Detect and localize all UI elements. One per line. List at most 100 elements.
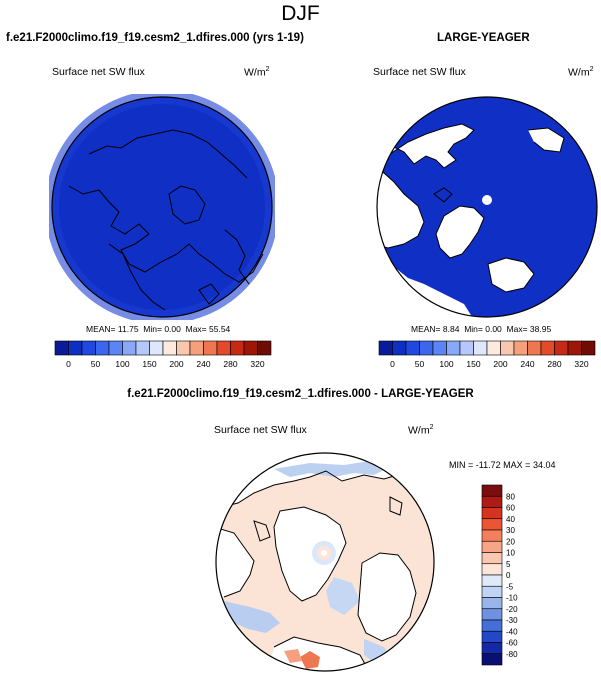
panel1-coastlines xyxy=(68,129,264,311)
colorbar-tick-label: 0 xyxy=(66,359,71,369)
colorbar-tick-label: 200 xyxy=(493,359,507,369)
panel2-land-canada xyxy=(488,258,534,292)
panel3-units: W/m2 xyxy=(408,424,434,437)
colorbar-swatch xyxy=(481,518,503,531)
colorbar-swatch xyxy=(149,340,164,356)
colorbar-swatch xyxy=(481,507,503,520)
colorbar-tick-label: -30 xyxy=(506,616,518,625)
colorbar-swatch xyxy=(481,563,503,576)
colorbar-swatch xyxy=(513,340,528,356)
panel3-land-greenland xyxy=(274,507,346,601)
panel3-map-border xyxy=(215,452,435,672)
panel2-variable: Surface net SW flux xyxy=(373,66,466,78)
colorbar-swatch xyxy=(481,529,503,542)
colorbar-swatch xyxy=(500,340,515,356)
colorbar-swatch xyxy=(481,642,503,655)
colorbar-swatch xyxy=(481,653,503,666)
colorbar-tick-label: -60 xyxy=(506,639,518,648)
colorbar-swatch xyxy=(378,340,393,356)
colorbar-tick-label: 100 xyxy=(115,359,129,369)
colorbar-swatch xyxy=(81,340,96,356)
panel3-colorbar: 80 60 40 30 20 10 5 0 -5 -10 -20 -30 -40 -60 -80 xyxy=(481,484,518,666)
colorbar-tick-label: 100 xyxy=(439,359,453,369)
colorbar-tick-label: -5 xyxy=(506,582,514,591)
colorbar-tick-label: -80 xyxy=(506,650,518,659)
colorbar-swatch xyxy=(486,340,501,356)
colorbar-swatch xyxy=(481,484,503,497)
panel1-variable: Surface net SW flux xyxy=(52,66,145,78)
colorbar-swatch xyxy=(216,340,231,356)
colorbar-swatch xyxy=(481,552,503,565)
season-title: DJF xyxy=(281,2,320,25)
colorbar-swatch xyxy=(432,340,447,356)
panel1-stats: MEAN= 11.75 Min= 0.00 Max= 55.54 xyxy=(86,324,231,334)
colorbar-swatch xyxy=(135,340,150,356)
colorbar-swatch xyxy=(446,340,461,356)
colorbar-swatch xyxy=(189,340,204,356)
panel2-coastlines xyxy=(377,123,565,293)
panel3-blue-atlantic xyxy=(224,601,280,633)
panel3-land-west xyxy=(216,527,254,597)
colorbar-swatch xyxy=(54,340,69,356)
colorbar-swatch xyxy=(459,340,474,356)
panel2-map xyxy=(376,96,598,318)
colorbar-tick-label: 50 xyxy=(91,359,101,369)
colorbar-swatch xyxy=(419,340,434,356)
panel1-colorbar: 0 50 100 150 200 240 280 320 xyxy=(54,340,272,369)
colorbar-tick-label: 0 xyxy=(506,571,511,580)
colorbar-swatch xyxy=(68,340,83,356)
colorbar-swatch xyxy=(162,340,177,356)
colorbar-swatch xyxy=(481,608,503,621)
colorbar-tick-label: -40 xyxy=(506,627,518,636)
colorbar-swatch xyxy=(95,340,110,356)
colorbar-tick-label: 50 xyxy=(415,359,425,369)
colorbar-swatch xyxy=(108,340,123,356)
panel1-title: f.e21.F2000climo.f19_f19.cesm2_1.dfires.… xyxy=(6,32,304,44)
colorbar-tick-label: 150 xyxy=(142,359,156,369)
colorbar-swatch xyxy=(481,585,503,598)
panel2-land-greenland xyxy=(436,206,484,258)
panel1-units: W/m2 xyxy=(244,66,270,79)
colorbar-swatch xyxy=(122,340,137,356)
panel3-blue-eurasia-arctic xyxy=(274,461,390,477)
colorbar-swatch xyxy=(473,340,488,356)
panel2-stats: MEAN= 8.84 Min= 0.00 Max= 38.95 xyxy=(411,324,552,334)
panel3-land-south xyxy=(268,637,370,671)
colorbar-tick-label: -10 xyxy=(506,594,518,603)
panel2-land-alaska xyxy=(528,128,564,152)
colorbar-tick-label: 320 xyxy=(574,359,588,369)
panel2-map-border xyxy=(376,96,598,318)
panel1-map xyxy=(49,94,275,320)
panel3-coastlines xyxy=(216,464,434,671)
colorbar-tick-label: 240 xyxy=(520,359,534,369)
panel2-colorbar: 0 50 100 150 200 240 280 320 xyxy=(378,340,596,369)
panel3-stats: MIN = -11.72 MAX = 34.04 xyxy=(449,460,556,470)
colorbar-swatch xyxy=(540,340,555,356)
colorbar-swatch xyxy=(257,340,272,356)
colorbar-tick-label: 280 xyxy=(223,359,237,369)
colorbar-tick-label: 320 xyxy=(250,359,264,369)
colorbar-swatch xyxy=(481,630,503,643)
colorbar-tick-label: 40 xyxy=(506,515,515,524)
colorbar-tick-label: 5 xyxy=(506,560,511,569)
colorbar-swatch xyxy=(567,340,582,356)
colorbar-swatch xyxy=(581,340,596,356)
colorbar-swatch xyxy=(481,619,503,632)
colorbar-tick-label: 10 xyxy=(506,549,515,558)
colorbar-swatch xyxy=(527,340,542,356)
colorbar-swatch xyxy=(405,340,420,356)
panel3-blue-baffin xyxy=(326,577,360,615)
colorbar-tick-label: 0 xyxy=(390,359,395,369)
panel2-units: W/m2 xyxy=(568,66,594,79)
panel3-variable: Surface net SW flux xyxy=(214,424,307,436)
colorbar-swatch xyxy=(230,340,245,356)
colorbar-swatch xyxy=(481,597,503,610)
panel3-land-east xyxy=(358,553,416,641)
panel3-map xyxy=(215,452,435,672)
colorbar-tick-label: 20 xyxy=(506,537,515,546)
panel1-field xyxy=(52,97,272,317)
colorbar-tick-label: 30 xyxy=(506,526,515,535)
panel2-title: LARGE-YEAGER xyxy=(437,32,530,44)
colorbar-tick-label: 80 xyxy=(506,492,515,501)
colorbar-swatch xyxy=(392,340,407,356)
